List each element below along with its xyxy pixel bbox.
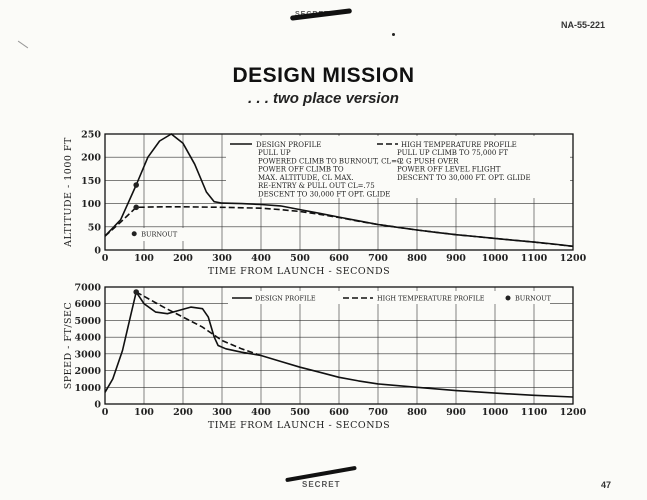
page-subtitle: . . . two place version bbox=[248, 90, 399, 107]
altitude-legend-design-line: PULL UP bbox=[258, 149, 291, 157]
altitude-x-tick-label: 300 bbox=[212, 253, 232, 264]
speed-plot-frame bbox=[104, 286, 574, 405]
altitude-x-axis-label: TIME FROM LAUNCH - SECONDS bbox=[208, 266, 390, 277]
speed-x-axis-label: TIME FROM LAUNCH - SECONDS bbox=[208, 420, 390, 431]
altitude-y-tick-label: 150 bbox=[81, 176, 101, 187]
altitude-legend-hightemp-line: POWER OFF LEVEL FLIGHT bbox=[397, 166, 501, 174]
altitude-x-tick-label: 200 bbox=[173, 253, 193, 264]
altitude-y-tick-label: 0 bbox=[94, 246, 101, 257]
altitude-x-tick-label: 900 bbox=[446, 253, 466, 264]
speed-x-tick-label: 1200 bbox=[560, 407, 587, 418]
ink-dot bbox=[392, 33, 395, 36]
speed-y-tick-label: 7000 bbox=[75, 283, 102, 294]
speed-y-tick-label: 2000 bbox=[75, 366, 102, 377]
altitude-y-tick-label: 100 bbox=[81, 199, 101, 210]
speed-chart: 0 100 200 300 400 500 600 700 800 900 1000 1100 1200… bbox=[63, 283, 587, 432]
altitude-legend-hightemp-title: HIGH TEMPERATURE PROFILE bbox=[401, 141, 517, 149]
altitude-y-tick-label: 50 bbox=[88, 222, 102, 233]
altitude-burnout-marker bbox=[133, 182, 139, 188]
speed-legend-design-label: DESIGN PROFILE bbox=[255, 295, 316, 303]
altitude-x-tick-label: 800 bbox=[407, 253, 427, 264]
speed-y-tick-label: 6000 bbox=[75, 299, 102, 310]
altitude-legend-design-line: DESCENT TO 30,000 FT OPT. GLIDE bbox=[258, 191, 390, 199]
speed-x-tick-label: 600 bbox=[329, 407, 349, 418]
altitude-legend-design-line: POWERED CLIMB TO BURNOUT, CL=0 bbox=[258, 157, 401, 165]
speed-legend-burnout-label: BURNOUT bbox=[515, 295, 552, 303]
speed-x-tick-label: 300 bbox=[212, 407, 232, 418]
altitude-x-tick-label: 1100 bbox=[521, 253, 548, 264]
document-code: NA-55-221 bbox=[561, 20, 606, 30]
altitude-x-tick-label: 0 bbox=[102, 253, 109, 264]
speed-x-tick-label: 800 bbox=[407, 407, 427, 418]
altitude-legend-box bbox=[226, 136, 570, 198]
altitude-legend-hightemp-line: PULL UP CLIMB TO 75,000 FT bbox=[397, 149, 508, 157]
altitude-chart: 0 100 200 300 400 500 600 700 800 900 1000 1100 1200… bbox=[63, 130, 587, 278]
altitude-x-tick-label: 600 bbox=[329, 253, 349, 264]
speed-x-tick-label: 1100 bbox=[521, 407, 548, 418]
page-title: DESIGN MISSION bbox=[232, 64, 415, 87]
speed-series-high-temperature bbox=[135, 291, 262, 357]
speed-y-tick-label: 3000 bbox=[75, 349, 102, 360]
altitude-series-high-temperature bbox=[104, 206, 574, 248]
altitude-y-tick-label: 200 bbox=[81, 153, 101, 164]
page-number: 47 bbox=[601, 480, 612, 490]
altitude-y-axis-label: ALTITUDE - 1000 FT bbox=[63, 137, 74, 248]
altitude-x-tick-label: 1000 bbox=[482, 253, 509, 264]
altitude-y-tick-label: 250 bbox=[81, 130, 101, 141]
altitude-legend-design-line: POWER OFF CLIMB TO bbox=[258, 166, 344, 174]
altitude-x-tick-label: 100 bbox=[134, 253, 154, 264]
speed-x-tick-label: 700 bbox=[368, 407, 388, 418]
altitude-burnout-key-marker bbox=[131, 231, 137, 237]
altitude-x-tick-label: 500 bbox=[290, 253, 310, 264]
altitude-legend-hightemp-line: DESCENT TO 30,000 FT. OPT. GLIDE bbox=[397, 174, 531, 182]
speed-x-tick-label: 1000 bbox=[482, 407, 509, 418]
speed-burnout-marker bbox=[133, 289, 139, 295]
speed-x-tick-label: 400 bbox=[251, 407, 271, 418]
altitude-legend-design-line: MAX. ALTITUDE, CL MAX. bbox=[258, 174, 354, 182]
altitude-x-tick-label: 700 bbox=[368, 253, 388, 264]
speed-y-tick-label: 1000 bbox=[75, 383, 102, 394]
speed-x-tick-label: 0 bbox=[102, 407, 109, 418]
speed-legend-burnout-marker bbox=[505, 295, 511, 301]
speed-series-design bbox=[104, 291, 574, 398]
speed-x-tick-label: 200 bbox=[173, 407, 193, 418]
altitude-burnout-key-label: BURNOUT bbox=[141, 230, 178, 238]
altitude-x-tick-label: 1200 bbox=[560, 253, 587, 264]
speed-legend-box bbox=[228, 291, 550, 304]
altitude-legend-hightemp-line: -2 G PUSH OVER bbox=[397, 157, 459, 165]
speed-legend-hightemp-label: HIGH TEMPERATURE PROFILE bbox=[377, 295, 485, 303]
speed-y-tick-label: 0 bbox=[94, 400, 101, 411]
altitude-burnout-marker bbox=[133, 204, 139, 211]
altitude-legend-design-title: DESIGN PROFILE bbox=[256, 141, 321, 149]
speed-y-tick-label: 4000 bbox=[75, 333, 102, 344]
altitude-legend-design-line: RE-ENTRY & PULL OUT CL=.75 bbox=[258, 182, 375, 190]
speed-y-axis-label: SPEED - FT/SEC bbox=[63, 302, 74, 389]
speed-x-tick-label: 100 bbox=[134, 407, 154, 418]
altitude-plot-frame bbox=[104, 133, 574, 251]
classification-stamp-bottom: SECRET bbox=[302, 480, 341, 489]
altitude-x-tick-label: 400 bbox=[251, 253, 271, 264]
speed-x-tick-label: 500 bbox=[290, 407, 310, 418]
speed-x-tick-label: 900 bbox=[446, 407, 466, 418]
speed-y-tick-label: 5000 bbox=[75, 316, 102, 327]
altitude-burnout-key-bg bbox=[128, 228, 184, 241]
